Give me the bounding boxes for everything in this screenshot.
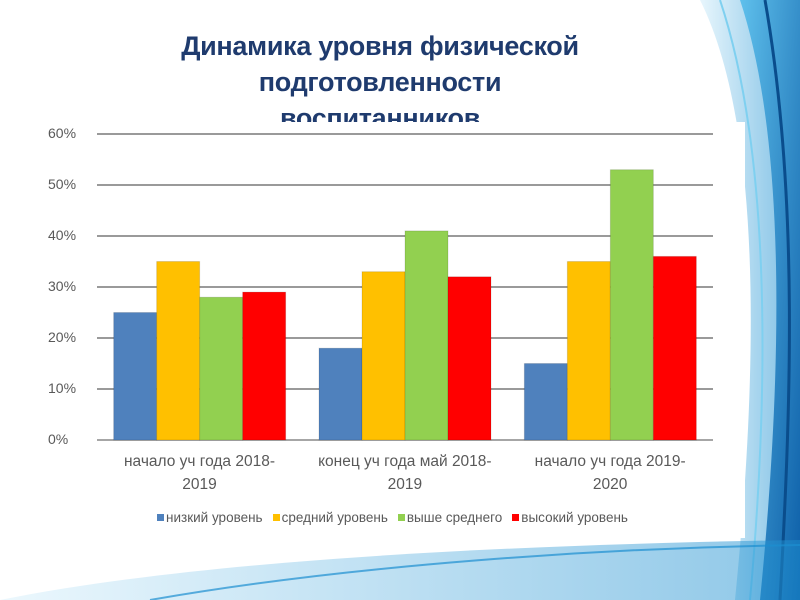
bar-выше-среднего-0 [199, 296, 244, 441]
x-category-label: начало уч года 2019- 2020 [534, 453, 686, 493]
legend-item: средний уровень [272, 510, 388, 525]
legend-item: низкий уровень [157, 510, 263, 525]
bar-выше-среднего-2 [609, 169, 654, 441]
bar-высокий-уровень-2 [652, 255, 697, 441]
y-tick-label: 20% [48, 329, 77, 345]
bar-средний-уровень-0 [156, 261, 201, 441]
y-tick-label: 40% [48, 227, 77, 243]
bar-низкий-уровень-2 [523, 363, 568, 441]
legend-label: выше среднего [406, 510, 503, 525]
title-line-2: подготовленности [258, 67, 502, 97]
chart-legend: низкий уровень средний уровень выше средне… [40, 510, 745, 525]
bar-низкий-уровень-1 [318, 347, 363, 441]
bar-выше-среднего-1 [404, 230, 449, 441]
y-tick-label: 60% [48, 125, 77, 141]
title-line-1: Динамика уровня физической [181, 31, 579, 61]
x-category-label: начало уч года 2018- 2019 [123, 453, 276, 493]
y-tick-label: 50% [48, 176, 77, 192]
legend-label: низкий уровень [166, 510, 263, 525]
y-tick-label: 10% [48, 380, 77, 396]
legend-swatch [272, 514, 280, 521]
chart-plot-area [97, 133, 713, 441]
legend-swatch [157, 514, 165, 521]
bar-низкий-уровень-0 [113, 312, 158, 441]
slide-title: Динамика уровня физической подготовленно… [0, 28, 760, 136]
bar-средний-уровень-2 [566, 261, 611, 441]
legend-swatch [512, 514, 520, 521]
bar-chart: 0% 10% 20% 30% 40% 50% 60% начало уч года 2018… [40, 122, 745, 538]
y-tick-label: 30% [48, 278, 77, 294]
x-category-label: конец уч года май 2018- 2019 [318, 453, 492, 493]
legend-label: средний уровень [281, 510, 388, 525]
legend-item: высокий уровень [512, 510, 628, 525]
legend-swatch [397, 514, 405, 521]
legend-item: выше среднего [397, 510, 503, 525]
bar-высокий-уровень-1 [447, 276, 492, 441]
bar-средний-уровень-1 [361, 271, 406, 441]
bar-высокий-уровень-0 [242, 291, 287, 441]
y-tick-label: 0% [48, 431, 69, 447]
legend-label: высокий уровень [521, 510, 628, 525]
